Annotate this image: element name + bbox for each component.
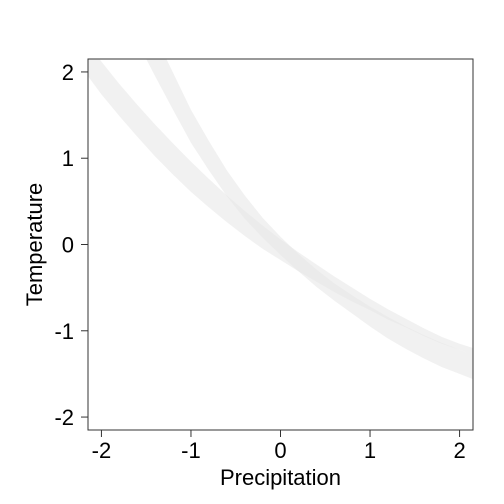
- x-tick-label: 2: [453, 438, 465, 463]
- y-tick-label: 1: [62, 146, 74, 171]
- x-axis-title: Precipitation: [220, 465, 341, 490]
- band-1: [88, 59, 473, 355]
- x-tick-label: -2: [92, 438, 112, 463]
- y-tick-label: 0: [62, 233, 74, 258]
- y-axis-title: Temperature: [22, 183, 47, 307]
- x-tick-label: 0: [274, 438, 286, 463]
- y-axis: -2 -1 0 1 2: [54, 60, 88, 430]
- band-2: [146, 59, 473, 380]
- x-axis: -2 -1 0 1 2: [92, 430, 466, 463]
- y-tick-label: -2: [54, 405, 74, 430]
- bands-layer: [88, 59, 473, 380]
- x-tick-label: 1: [364, 438, 376, 463]
- x-tick-label: -1: [181, 438, 201, 463]
- y-tick-label: -1: [54, 319, 74, 344]
- y-tick-label: 2: [62, 60, 74, 85]
